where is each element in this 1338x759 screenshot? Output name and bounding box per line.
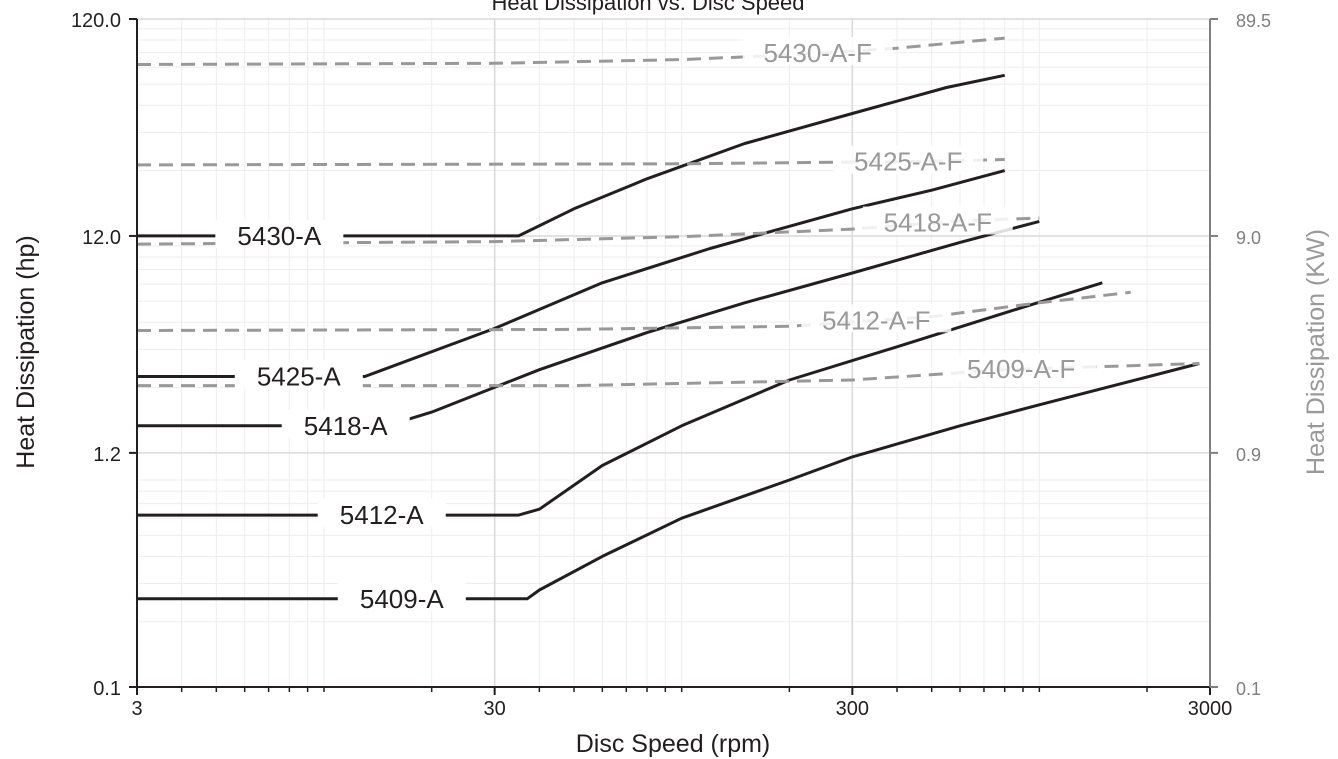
series-line-5430-a-f (136, 36, 1005, 66)
series-line-5430-a (137, 73, 1006, 238)
series-line-5412-a-f (136, 290, 1131, 332)
x-tick-label: 300 (836, 698, 869, 720)
series-label: 5412-A (340, 500, 424, 530)
series-layer: 5430-A 5425-A 5418-A 5412-A 5409-A 5430-A-F 54… (136, 36, 1200, 614)
series-label-bg (234, 360, 363, 389)
y2-tick-label: 0.1 (1236, 679, 1261, 699)
series-line-5425-a-f (136, 158, 1005, 167)
series-label-bg (833, 145, 984, 174)
series-label-bg (281, 409, 410, 438)
series-label-bg (317, 499, 446, 528)
series-label: 5409-A-F (967, 354, 1075, 384)
y-tick-label: 0.1 (93, 678, 121, 700)
series-label-bg (215, 219, 344, 248)
axes-layer (129, 18, 1218, 695)
series-label: 5418-A (304, 411, 388, 441)
series-line-5409-a-f (137, 362, 1200, 388)
y-tick-label: 12.0 (82, 227, 121, 249)
series-line-5409-a (137, 362, 1200, 601)
series-label: 5412-A-F (822, 305, 930, 335)
series-label-bg (862, 206, 1013, 235)
x-tick-label: 3 (131, 698, 142, 720)
y-tick-label: 1.2 (93, 444, 121, 466)
series-label: 5409-A (360, 584, 444, 614)
y2-tick-label: 0.9 (1236, 445, 1261, 465)
series-label-bg (337, 582, 466, 611)
y2-tick-label: 89.5 (1236, 11, 1271, 31)
series-line-5412-a (137, 281, 1103, 517)
series-label-bg (946, 353, 1097, 382)
x-axis-label: Disc Speed (rpm) (576, 730, 771, 758)
series-label: 5425-A-F (854, 147, 962, 177)
chart-title: Heat Dissipation vs. Disc Speed (491, 0, 804, 15)
series-label-bg (801, 304, 952, 333)
series-label: 5430-A (237, 221, 321, 251)
x-tick-label: 3000 (1188, 698, 1233, 720)
y-axis-label: Heat Dissipation (hp) (12, 235, 40, 468)
y2-axis-label: Heat Dissipation (KW) (1302, 229, 1330, 475)
series-label: 5425-A (257, 361, 341, 391)
series-line-5425-a (137, 169, 1006, 378)
x-tick-label: 30 (484, 698, 506, 720)
series-label: 5430-A-F (763, 38, 871, 68)
minor-gridlines (137, 19, 1210, 687)
y2-tick-label: 9.0 (1236, 228, 1261, 248)
series-label: 5418-A-F (884, 207, 992, 237)
y-tick-label: 120.0 (71, 10, 121, 32)
series-label-bg (742, 37, 893, 66)
major-gridlines (136, 18, 1211, 688)
